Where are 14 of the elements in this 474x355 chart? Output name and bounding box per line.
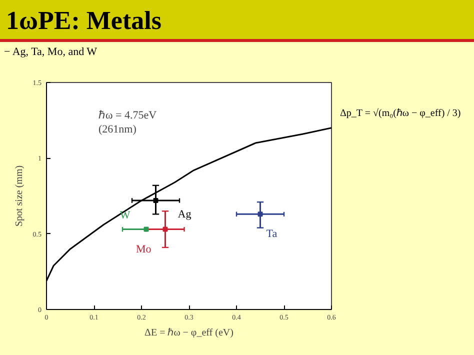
point xyxy=(162,226,168,232)
series-label: W xyxy=(120,209,131,222)
series-label: Mo xyxy=(136,243,152,256)
y-axis-title: Spot size (mm) xyxy=(14,165,25,227)
chart-subtitle: − Ag, Ta, Mo, and W xyxy=(4,45,98,60)
point xyxy=(258,212,263,217)
series-label: Ta xyxy=(266,228,278,240)
annotation: (261nm) xyxy=(98,124,137,136)
series-label: Ag xyxy=(178,208,192,221)
annotation: ℏω = 4.75eV xyxy=(98,110,157,122)
point xyxy=(153,198,158,204)
chart-title: 1ωPE: Metals xyxy=(6,5,162,37)
text: Δp_T = √(m₀(ℏω − φ_eff) / 3) xyxy=(340,107,461,121)
x-axis-title: ΔE = ℏω − φ_eff (eV) xyxy=(144,328,234,338)
